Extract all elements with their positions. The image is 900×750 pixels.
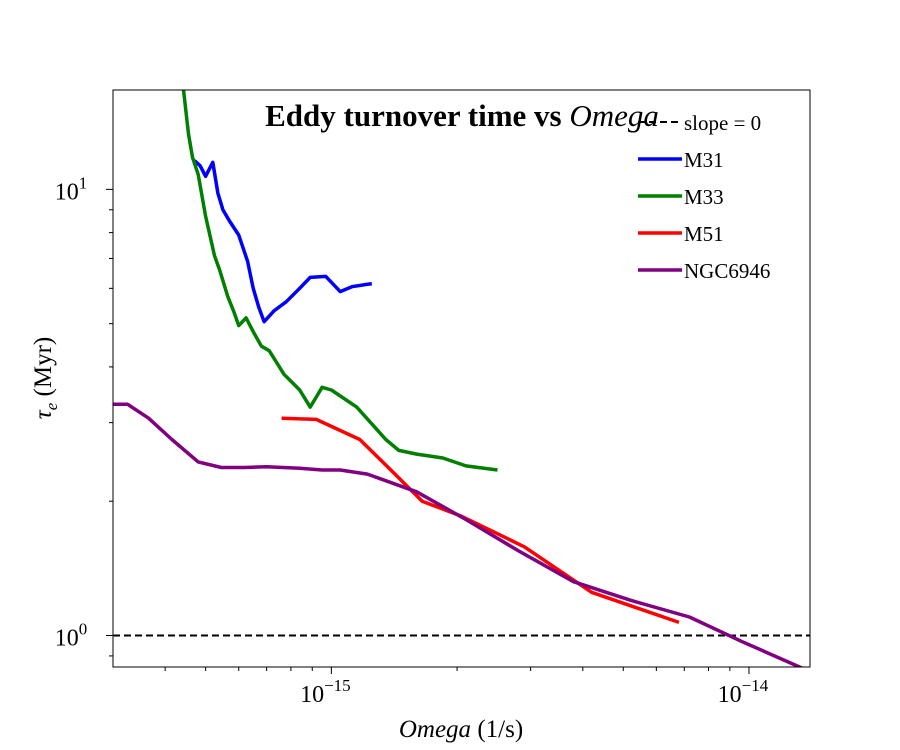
legend-label: M31 <box>684 148 724 172</box>
legend-label: M51 <box>684 222 724 246</box>
series-line-m31 <box>193 159 373 324</box>
x-tick-label-exponent: −15 <box>324 676 351 695</box>
y-tick-label-base: 10 <box>55 179 79 205</box>
chart-title-italic: Omega <box>569 98 659 133</box>
legend-label: slope = 0 <box>684 111 761 135</box>
chart-title: Eddy turnover time vs Omega <box>265 98 659 133</box>
y-tick-label-exponent: 1 <box>79 173 88 192</box>
x-axis-label-rest: (1/s) <box>471 716 523 743</box>
y-tick-label: 101 <box>55 173 88 205</box>
legend-label: M33 <box>684 185 724 209</box>
x-tick-label-base: 10 <box>718 682 742 708</box>
series-line-m33 <box>181 90 498 472</box>
x-tick-label-exponent: −14 <box>742 676 769 695</box>
x-tick-label: 10−15 <box>300 676 351 708</box>
y-axis-label-rest: (Myr) <box>30 337 57 403</box>
series-line-ngc6946 <box>113 402 804 667</box>
y-axis-label-subscript: e <box>42 402 61 410</box>
y-tick-label: 100 <box>55 620 88 652</box>
series-line-m51 <box>281 416 680 625</box>
chart-title-main: Eddy turnover time vs <box>265 98 569 133</box>
y-tick-label-exponent: 0 <box>79 620 88 639</box>
y-axis-label: τe (Myr) <box>30 337 61 419</box>
legend-label: NGC6946 <box>684 259 770 283</box>
legend: slope = 0 M31 M33 M51 NGC6946 <box>638 111 770 283</box>
x-tick-label-base: 10 <box>300 682 324 708</box>
y-axis-label-symbol: τ <box>30 409 57 419</box>
plot-frame <box>112 89 811 668</box>
series-layer <box>113 90 804 667</box>
plot-area <box>113 90 810 667</box>
x-axis-label: Omega (1/s) <box>399 716 523 743</box>
y-tick-label-base: 10 <box>55 626 79 652</box>
x-axis-label-italic: Omega <box>399 716 471 743</box>
x-tick-label: 10−14 <box>718 676 769 708</box>
